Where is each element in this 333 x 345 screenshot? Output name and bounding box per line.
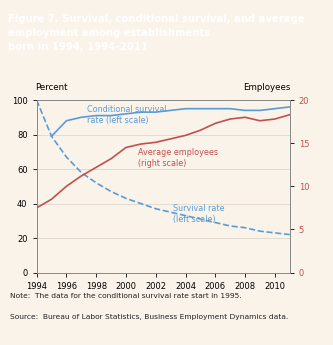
Text: Conditional survival
rate (left scale): Conditional survival rate (left scale) [87, 105, 167, 125]
Text: Percent: Percent [35, 83, 68, 92]
Text: Average employees
(right scale): Average employees (right scale) [138, 148, 218, 168]
Text: Figure 7. Survival, conditional survival, and average
employment among establish: Figure 7. Survival, conditional survival… [8, 14, 305, 52]
Text: Employees: Employees [244, 83, 291, 92]
Text: Note:  The data for the conditional survival rate start in 1995.: Note: The data for the conditional survi… [10, 294, 242, 299]
Text: Survival rate
(left scale): Survival rate (left scale) [173, 204, 225, 224]
Text: Source:  Bureau of Labor Statistics, Business Employment Dynamics data.: Source: Bureau of Labor Statistics, Busi… [10, 314, 288, 320]
